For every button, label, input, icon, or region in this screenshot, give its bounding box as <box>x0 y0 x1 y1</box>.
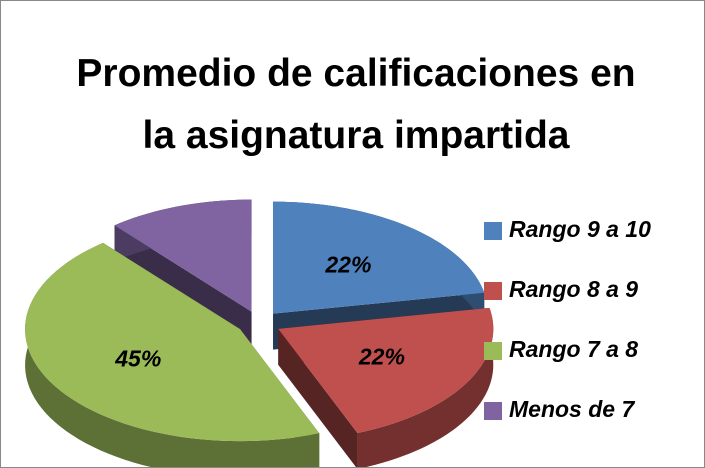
slice <box>25 242 320 442</box>
data-label: 22% <box>358 344 405 370</box>
legend-swatch <box>484 342 502 360</box>
slice <box>273 201 485 314</box>
legend-label: Menos de 7 <box>509 396 635 422</box>
slice-side <box>357 307 494 467</box>
data-label: 45% <box>114 346 161 372</box>
legend-label: Rango 7 a 8 <box>509 336 638 362</box>
data-label: 22% <box>324 251 371 277</box>
slice <box>278 307 494 433</box>
legend-label: Rango 8 a 9 <box>509 276 638 302</box>
legend-swatch <box>484 222 502 240</box>
legend-swatch <box>484 282 502 300</box>
legend-swatch <box>484 402 502 420</box>
slice-side <box>25 242 320 467</box>
legend-label: Rango 9 a 10 <box>509 216 651 242</box>
chart-title: Promedio de calificaciones en la asignat… <box>76 52 636 157</box>
slice <box>114 199 252 312</box>
slice-side <box>278 328 358 467</box>
